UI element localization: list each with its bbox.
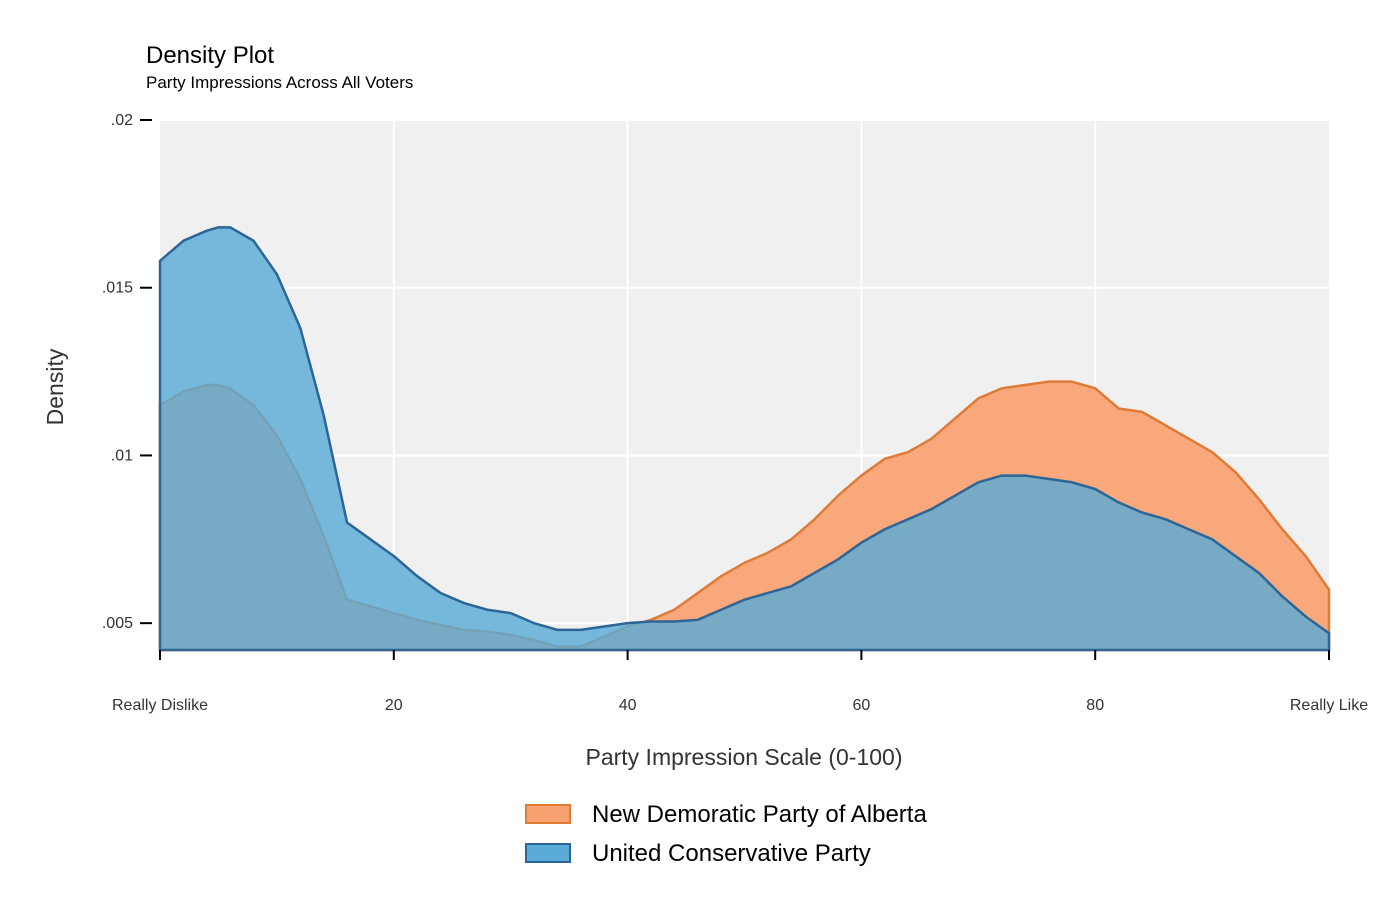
density-series: [158, 226, 1331, 652]
y-axis-title: Density: [42, 348, 68, 425]
x-tick-label: Really Like: [1290, 697, 1368, 714]
x-tick-label: 40: [619, 697, 637, 714]
x-axis-title: Party Impression Scale (0-100): [585, 744, 902, 770]
chart-title: Density Plot: [146, 42, 274, 69]
legend: New Demoratic Party of Alberta United Con…: [525, 801, 927, 867]
legend-label-ndp: New Demoratic Party of Alberta: [592, 801, 927, 828]
chart-subtitle: Party Impressions Across All Voters: [146, 73, 413, 92]
legend-swatch-ucp: [525, 843, 571, 863]
legend-swatch-ndp: [525, 804, 571, 824]
x-tick-label: 80: [1086, 697, 1104, 714]
y-tick-label: .015: [102, 280, 133, 297]
ucp-density-area: [158, 226, 1331, 652]
y-tick-label: .01: [111, 447, 133, 464]
y-tick-label: .005: [102, 615, 133, 632]
axes: Really Dislike 20 40 60 80 Really Like .005 .01…: [102, 112, 1368, 714]
x-tick-label: 20: [385, 697, 403, 714]
y-tick-label: .02: [111, 112, 133, 129]
legend-label-ucp: United Conservative Party: [592, 840, 871, 867]
x-tick-label: Really Dislike: [112, 697, 208, 714]
x-tick-label: 60: [853, 697, 871, 714]
